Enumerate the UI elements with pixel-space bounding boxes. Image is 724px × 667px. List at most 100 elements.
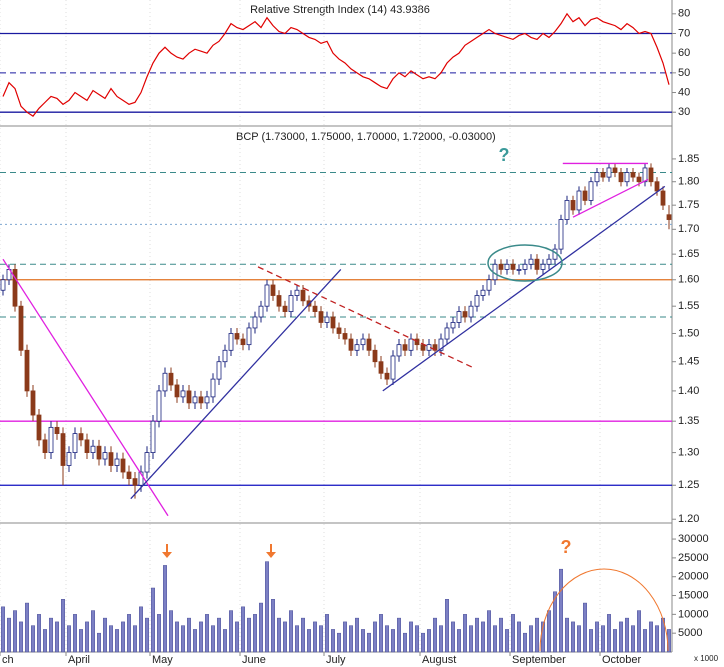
candle-body	[294, 289, 300, 296]
candle-body	[264, 284, 270, 307]
volume-bar	[265, 561, 269, 653]
y-tick-label: 50	[678, 67, 690, 79]
candle-body	[366, 338, 372, 351]
candle-body	[474, 295, 480, 307]
volume-bar	[199, 621, 203, 653]
volume-bar	[55, 621, 59, 653]
volume-bar	[133, 625, 137, 653]
trend-line	[572, 178, 649, 218]
volume-bar	[109, 625, 113, 653]
candle-body	[324, 316, 330, 323]
candle-body	[150, 420, 156, 453]
annotation: ?	[561, 537, 572, 557]
volume-bar	[151, 587, 155, 653]
volume-bar	[559, 568, 563, 653]
candle-body	[546, 258, 552, 265]
volume-bar	[475, 617, 479, 653]
volume-bar	[343, 621, 347, 653]
candle-body	[90, 445, 96, 453]
candle-body	[252, 316, 258, 329]
candle-body	[660, 190, 666, 206]
volume-bar	[523, 632, 527, 653]
candle-body	[534, 258, 540, 270]
candle-body	[42, 439, 48, 453]
candle-body	[468, 305, 474, 318]
volume-bar	[607, 614, 611, 653]
volume-bar	[613, 629, 617, 653]
candle-body	[384, 372, 390, 380]
candle-body	[516, 269, 522, 271]
rsi-title: Relative Strength Index (14) 43.9386	[250, 4, 430, 16]
y-tick-label: 15000	[678, 589, 709, 601]
volume-bar	[313, 621, 317, 653]
candle-body	[456, 311, 462, 323]
volume-bar	[403, 632, 407, 653]
volume-bar	[379, 614, 383, 653]
volume-bar	[535, 617, 539, 653]
candle-body	[186, 390, 192, 404]
volume-bar	[193, 629, 197, 653]
volume-bar	[361, 629, 365, 653]
candle-body	[108, 452, 114, 466]
candle-body	[450, 322, 456, 329]
volume-bar	[391, 629, 395, 653]
candle-body	[60, 433, 66, 466]
candle-body	[222, 349, 228, 363]
candle-body	[216, 361, 222, 380]
y-tick-label: 1.50	[678, 327, 699, 339]
volume-bar	[241, 606, 245, 653]
candle-body	[402, 344, 408, 351]
volume-bar	[337, 632, 341, 653]
volume-bar	[91, 610, 95, 653]
volume-bar	[493, 625, 497, 653]
volume-bar	[115, 629, 119, 653]
candle-body	[84, 439, 90, 453]
volume-bar	[415, 625, 419, 653]
candle-body	[648, 167, 654, 183]
volume-bar	[43, 629, 47, 653]
candle-body	[246, 327, 252, 346]
unit-label: x 1000	[694, 654, 719, 663]
x-tick-label: July	[326, 654, 346, 666]
y-tick-label: 20000	[678, 571, 709, 583]
volume-bar	[163, 565, 167, 653]
candle-body	[48, 426, 54, 453]
volume-bar	[247, 617, 251, 653]
candle-body	[462, 311, 468, 318]
candle-body	[36, 414, 42, 441]
volume-bar	[505, 629, 509, 653]
candle-body	[390, 355, 396, 380]
candle-body	[192, 396, 198, 404]
volume-bar	[469, 625, 473, 653]
volume-bar	[325, 614, 329, 653]
candle-body	[114, 458, 120, 466]
candle-body	[204, 396, 210, 404]
candle-body	[564, 200, 570, 220]
volume-bar	[511, 614, 515, 653]
candle-body	[594, 172, 600, 183]
candle-body	[0, 279, 6, 291]
volume-bar	[397, 617, 401, 653]
trend-line	[130, 268, 342, 500]
x-tick-label: June	[242, 654, 266, 666]
candle-body	[162, 372, 168, 392]
candle-body	[318, 311, 324, 323]
candle-body	[282, 305, 288, 312]
volume-bar	[319, 625, 323, 653]
candle-body	[168, 372, 174, 386]
y-tick-label: 25000	[678, 552, 709, 564]
volume-bar	[355, 617, 359, 653]
volume-bar	[481, 621, 485, 653]
x-tick-label: October	[602, 654, 641, 666]
y-tick-label: 1.75	[678, 199, 699, 211]
volume-bar	[85, 621, 89, 653]
candle-body	[498, 263, 504, 270]
volume-bar	[7, 617, 11, 653]
x-tick-label: September	[512, 654, 566, 666]
candle-body	[138, 471, 144, 486]
x-tick-label: April	[68, 654, 90, 666]
volume-bar	[127, 614, 131, 653]
candle-body	[606, 167, 612, 178]
candle-body	[312, 305, 318, 312]
